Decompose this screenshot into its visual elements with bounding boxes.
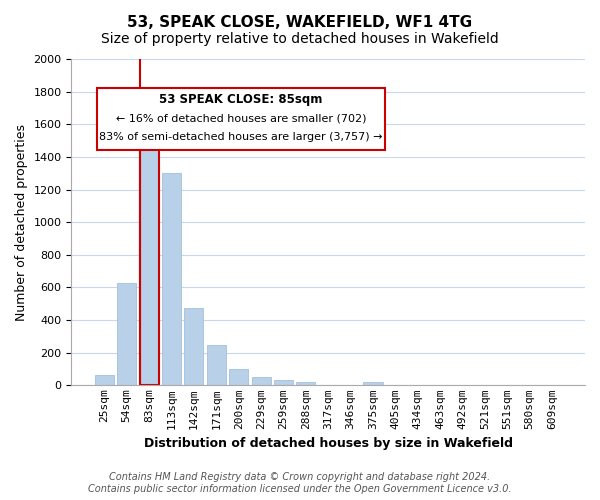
- Bar: [140, 124, 158, 386]
- Bar: [184, 308, 203, 386]
- FancyBboxPatch shape: [97, 88, 385, 150]
- Text: ← 16% of detached houses are smaller (702): ← 16% of detached houses are smaller (70…: [116, 113, 366, 123]
- Text: 83% of semi-detached houses are larger (3,757) →: 83% of semi-detached houses are larger (…: [99, 132, 383, 141]
- Bar: [274, 380, 293, 386]
- Bar: [95, 375, 114, 386]
- Text: Contains HM Land Registry data © Crown copyright and database right 2024.
Contai: Contains HM Land Registry data © Crown c…: [88, 472, 512, 494]
- Bar: [364, 382, 383, 386]
- Y-axis label: Number of detached properties: Number of detached properties: [15, 124, 28, 320]
- Bar: [162, 173, 181, 386]
- Bar: [251, 377, 271, 386]
- Text: 53, SPEAK CLOSE, WAKEFIELD, WF1 4TG: 53, SPEAK CLOSE, WAKEFIELD, WF1 4TG: [127, 15, 473, 30]
- Text: Size of property relative to detached houses in Wakefield: Size of property relative to detached ho…: [101, 32, 499, 46]
- Bar: [207, 344, 226, 386]
- Bar: [229, 369, 248, 386]
- Text: 53 SPEAK CLOSE: 85sqm: 53 SPEAK CLOSE: 85sqm: [159, 93, 323, 106]
- Bar: [296, 382, 316, 386]
- X-axis label: Distribution of detached houses by size in Wakefield: Distribution of detached houses by size …: [144, 437, 513, 450]
- Bar: [117, 282, 136, 386]
